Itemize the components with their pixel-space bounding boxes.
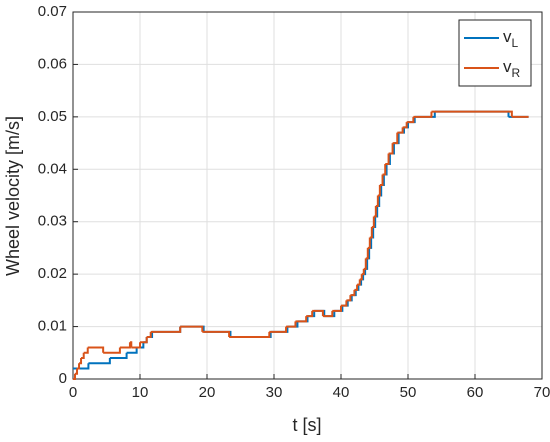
step-segment: [202, 330, 231, 338]
step-segment: [406, 116, 415, 124]
step-segment: [322, 310, 334, 318]
y-tick-label: 0.03: [38, 213, 67, 230]
x-tick-label: 70: [534, 384, 550, 401]
step-segment: [129, 341, 133, 348]
x-tick-label: 50: [400, 384, 417, 401]
y-tick-label: 0.05: [38, 108, 67, 125]
step-segment: [402, 122, 408, 129]
step-segment: [269, 326, 288, 333]
step-segment: [88, 358, 111, 365]
step-segment: [346, 295, 352, 302]
step-segment: [379, 174, 384, 187]
step-segment: [375, 195, 379, 207]
step-segment: [180, 325, 204, 332]
step-segment: [109, 352, 128, 360]
step-segment: [87, 346, 105, 353]
step-segment: [371, 216, 375, 228]
x-tick-label: 20: [199, 384, 216, 401]
step-segment: [103, 347, 121, 354]
legend-label-main: v: [503, 57, 512, 76]
step-segment: [385, 153, 390, 166]
legend-label: vR: [503, 57, 521, 80]
legend-label-sub: R: [512, 66, 521, 80]
step-segment: [81, 352, 85, 360]
legend-box: [458, 19, 532, 87]
step-segment: [361, 268, 365, 276]
x-axis-label: t [s]: [292, 415, 321, 435]
step-segment: [413, 111, 433, 118]
y-tick-label: 0.04: [38, 160, 67, 177]
step-segment: [79, 358, 83, 365]
step-segment: [306, 310, 314, 318]
y-tick-label: 0.02: [38, 265, 67, 282]
step-segment: [369, 226, 373, 239]
step-segment: [77, 363, 81, 370]
x-tick-label: 0: [69, 384, 77, 401]
step-segment: [365, 247, 369, 260]
x-tick-label: 40: [333, 384, 350, 401]
step-segment: [140, 337, 148, 344]
x-tick-label: 10: [132, 384, 149, 401]
step-segment: [431, 110, 513, 117]
step-segment: [312, 309, 324, 317]
y-tick-label: 0.01: [38, 318, 67, 335]
step-segment: [397, 127, 404, 134]
x-tick-label: 30: [266, 384, 283, 401]
y-tick-label: 0.06: [38, 55, 67, 72]
step-segment: [373, 205, 377, 218]
step-segment: [332, 305, 342, 312]
step-segment: [357, 279, 361, 286]
y-tick-label: 0.07: [38, 3, 67, 20]
step-segment: [367, 237, 371, 249]
step-segment: [363, 258, 367, 270]
step-segment: [126, 347, 138, 354]
step-segment: [286, 321, 297, 328]
legend-label-main: v: [503, 27, 512, 46]
step-segment: [354, 284, 359, 291]
step-segment: [392, 132, 399, 145]
step-segment: [341, 300, 348, 307]
step-segment: [382, 164, 387, 176]
plot-frame: [72, 11, 543, 380]
step-segment: [295, 316, 308, 323]
step-segment: [146, 331, 152, 339]
step-segment: [229, 331, 271, 339]
step-segment: [73, 373, 77, 380]
step-segment: [75, 368, 79, 375]
step-segment: [388, 143, 394, 155]
legend-label: vL: [503, 27, 519, 50]
x-tick-label: 60: [467, 384, 484, 401]
y-axis-label: Wheel velocity [m/s]: [3, 116, 23, 276]
step-segment: [350, 289, 356, 297]
step-segment: [377, 185, 381, 197]
step-segment: [119, 342, 131, 349]
y-tick-label: 0: [59, 370, 67, 387]
step-segment: [83, 347, 89, 354]
step-segment: [131, 342, 141, 349]
legend-label-sub: L: [512, 36, 519, 50]
step-segment: [359, 274, 363, 281]
step-segment: [150, 326, 182, 333]
